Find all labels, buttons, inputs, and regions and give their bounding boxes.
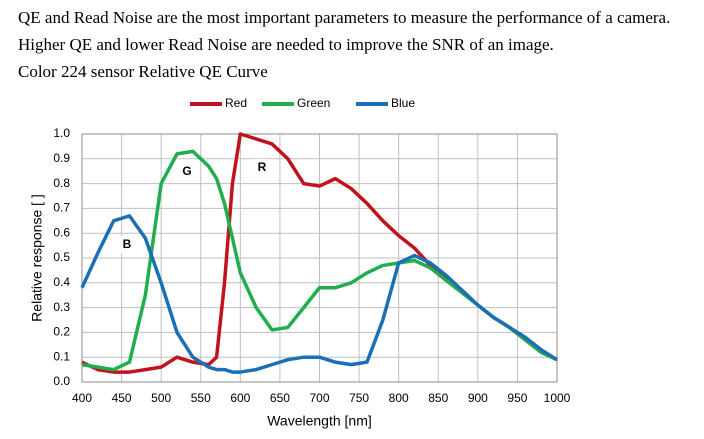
y-tick-label: 0.0 xyxy=(53,374,70,388)
annotation-box xyxy=(254,159,270,177)
y-tick-label: 0.7 xyxy=(53,201,70,215)
plot-frame xyxy=(81,133,558,383)
y-tick-label: 0.8 xyxy=(53,176,70,190)
annotation-box xyxy=(179,163,195,181)
y-tick-label: 0.9 xyxy=(53,151,70,165)
y-tick-label: 0.6 xyxy=(53,225,70,239)
y-tick-label: 0.3 xyxy=(53,300,70,314)
document-text: QE and Read Noise are the most important… xyxy=(18,4,670,85)
x-tick-label: 400 xyxy=(72,391,92,405)
paragraph-line: Color 224 sensor Relative QE Curve xyxy=(18,62,268,81)
x-tick-label: 650 xyxy=(270,391,290,405)
x-axis-label: Wavelength [nm] xyxy=(267,413,372,429)
x-tick-label: 550 xyxy=(191,391,211,405)
annotation: R xyxy=(258,160,267,174)
y-tick-label: 0.5 xyxy=(53,250,70,264)
x-tick-label: 450 xyxy=(112,391,132,405)
annotation: G xyxy=(182,164,191,178)
x-tick-label: 750 xyxy=(349,391,369,405)
x-tick-label: 900 xyxy=(468,391,488,405)
x-tick-label: 850 xyxy=(428,391,448,405)
paragraph-line: QE and Read Noise are the most important… xyxy=(18,8,671,27)
y-axis-label: Relative response [ ] xyxy=(29,194,45,322)
x-tick-label: 1000 xyxy=(544,391,571,405)
x-tick-label: 500 xyxy=(151,391,171,405)
series-line xyxy=(80,214,558,374)
annotation-box xyxy=(119,236,135,254)
y-tick-label: 1.0 xyxy=(53,126,70,140)
x-tick-label: 800 xyxy=(389,391,409,405)
x-tick-label: 950 xyxy=(507,391,527,405)
y-tick-label: 0.2 xyxy=(53,325,70,339)
x-tick-label: 700 xyxy=(309,391,329,405)
legend-label: Red xyxy=(225,96,247,110)
legend-label: Green xyxy=(297,96,330,110)
annotation: B xyxy=(123,237,132,251)
y-tick-label: 0.1 xyxy=(53,349,70,363)
y-tick-label: 0.4 xyxy=(53,275,70,289)
x-tick-label: 600 xyxy=(230,391,250,405)
paragraph-line: Higher QE and lower Read Noise are neede… xyxy=(18,35,554,54)
legend-label: Blue xyxy=(391,96,415,110)
